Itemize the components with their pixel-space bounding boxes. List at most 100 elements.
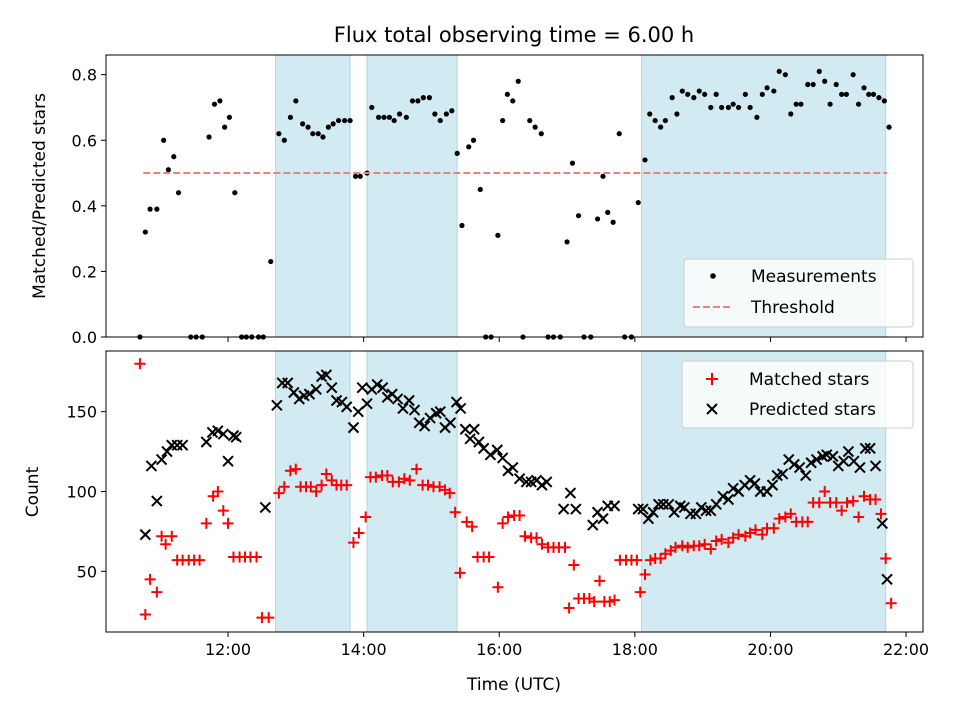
matched-stars-point	[609, 594, 621, 606]
measurement-point	[391, 117, 397, 124]
predicted-stars-point	[788, 458, 800, 471]
measurement-point	[886, 124, 892, 130]
bottom-panel-legend: Matched stars Predicted stars	[681, 360, 914, 429]
measurement-point	[386, 114, 393, 120]
predicted-stars-point	[491, 444, 503, 456]
matched-stars-point	[875, 508, 887, 520]
top-panel-ratio: 0.00.20.40.60.8 Matched/Predicted stars …	[30, 54, 924, 347]
predicted-stars-point	[347, 421, 360, 434]
bottom-panel-ticks: 12:00 14:00 16:00 18:00 20:00 22:00 50 100 150	[66, 403, 929, 659]
matched-stars-point	[885, 597, 897, 609]
matched-stars-point	[404, 474, 416, 486]
predicted-stars-point	[793, 461, 806, 474]
x-tick-label: 12:00	[205, 640, 251, 659]
top-panel-legend: Measurements Threshold	[683, 258, 914, 328]
measurement-point	[375, 114, 382, 120]
matched-stars-point	[466, 521, 478, 533]
measurement-point	[142, 229, 148, 235]
matched-stars-point	[347, 537, 359, 549]
measurement-point	[833, 81, 839, 88]
matched-stars-point	[381, 470, 393, 482]
top-panel-ylabel: Matched/Predicted stars	[30, 93, 50, 299]
predicted-stars-point	[881, 573, 893, 586]
matched-stars-point	[320, 468, 332, 480]
y-tick-label: 0.0	[72, 328, 97, 347]
predicted-stars-point	[859, 442, 872, 455]
measurement-point	[876, 95, 882, 101]
measurement-point	[850, 72, 856, 78]
matched-stars-point	[305, 481, 317, 493]
predicted-stars-point	[854, 461, 866, 474]
predicted-stars-point	[810, 453, 823, 466]
measurement-point	[616, 131, 622, 137]
measurement-point	[347, 117, 353, 124]
measurement-point	[287, 114, 294, 120]
measurement-point	[843, 91, 849, 97]
measurement-point	[764, 85, 770, 91]
predicted-stars-point	[766, 479, 779, 491]
predicted-stars-point	[805, 457, 817, 469]
predicted-stars-point	[459, 423, 472, 435]
measurement-point	[500, 117, 506, 124]
matched-stars-point	[568, 559, 580, 571]
predicted-stars-point	[259, 501, 272, 514]
predicted-stars-point	[827, 450, 839, 463]
measurement-point	[342, 117, 348, 124]
measurement-point	[281, 137, 287, 143]
measurement-point	[702, 91, 708, 97]
matched-stars-point	[353, 527, 365, 539]
measurement-point	[708, 104, 714, 111]
matched-stars-point	[604, 596, 616, 608]
matched-stars-point	[682, 541, 694, 553]
measurement-point	[449, 108, 455, 114]
measurement-point	[669, 95, 675, 101]
matched-stars-point	[639, 569, 651, 581]
measurement-point	[839, 91, 845, 97]
measurement-point	[805, 81, 811, 88]
matched-stars-point	[559, 541, 571, 553]
measurement-point	[147, 206, 153, 212]
measurement-point	[432, 111, 438, 117]
matched-stars-point	[693, 540, 705, 552]
measurement-point	[754, 114, 760, 120]
predicted-stars-point	[587, 519, 599, 531]
measurement-point	[564, 239, 570, 245]
measurement-point	[798, 101, 804, 107]
measurement-point	[816, 68, 822, 74]
measurement-point	[232, 190, 238, 196]
measurement-point	[443, 111, 449, 117]
matched-stars-point	[422, 479, 434, 491]
measurement-point	[437, 117, 443, 124]
measurement-point	[211, 101, 218, 107]
matched-stars-point	[502, 511, 514, 523]
x-tick-label: 14:00	[341, 640, 387, 659]
measurement-point	[357, 173, 363, 179]
matched-stars-point	[880, 553, 892, 565]
predicted-stars-point	[842, 445, 855, 458]
measurement-point	[515, 78, 521, 84]
measurement-point	[420, 95, 426, 101]
predicted-stars-point	[513, 473, 526, 485]
measurement-point	[415, 98, 421, 104]
measurement-point	[713, 91, 719, 97]
predicted-stars-point	[200, 436, 213, 448]
predicted-stars-point	[454, 402, 467, 415]
predicted-stars-point	[717, 490, 729, 502]
measurement-point	[652, 117, 658, 124]
measurement-point	[658, 124, 664, 130]
bottom-panel-ylabel: Count	[23, 466, 43, 517]
predicted-stars-point	[391, 393, 404, 405]
predicted-stars-point	[310, 383, 322, 396]
matched-stars-point	[785, 508, 797, 520]
measurement-point	[605, 209, 611, 215]
predicted-stars-point	[749, 477, 761, 490]
predicted-stars-point	[652, 498, 665, 510]
predicted-stars-point	[151, 495, 163, 507]
predicted-stars-point	[403, 394, 415, 407]
predicted-stars-point	[320, 369, 333, 381]
predicted-stars-point	[271, 399, 283, 411]
predicted-stars-point	[418, 420, 431, 432]
measurement-point	[642, 157, 648, 163]
y-tick-label: 50	[77, 562, 97, 581]
matched-stars-point	[644, 554, 656, 566]
